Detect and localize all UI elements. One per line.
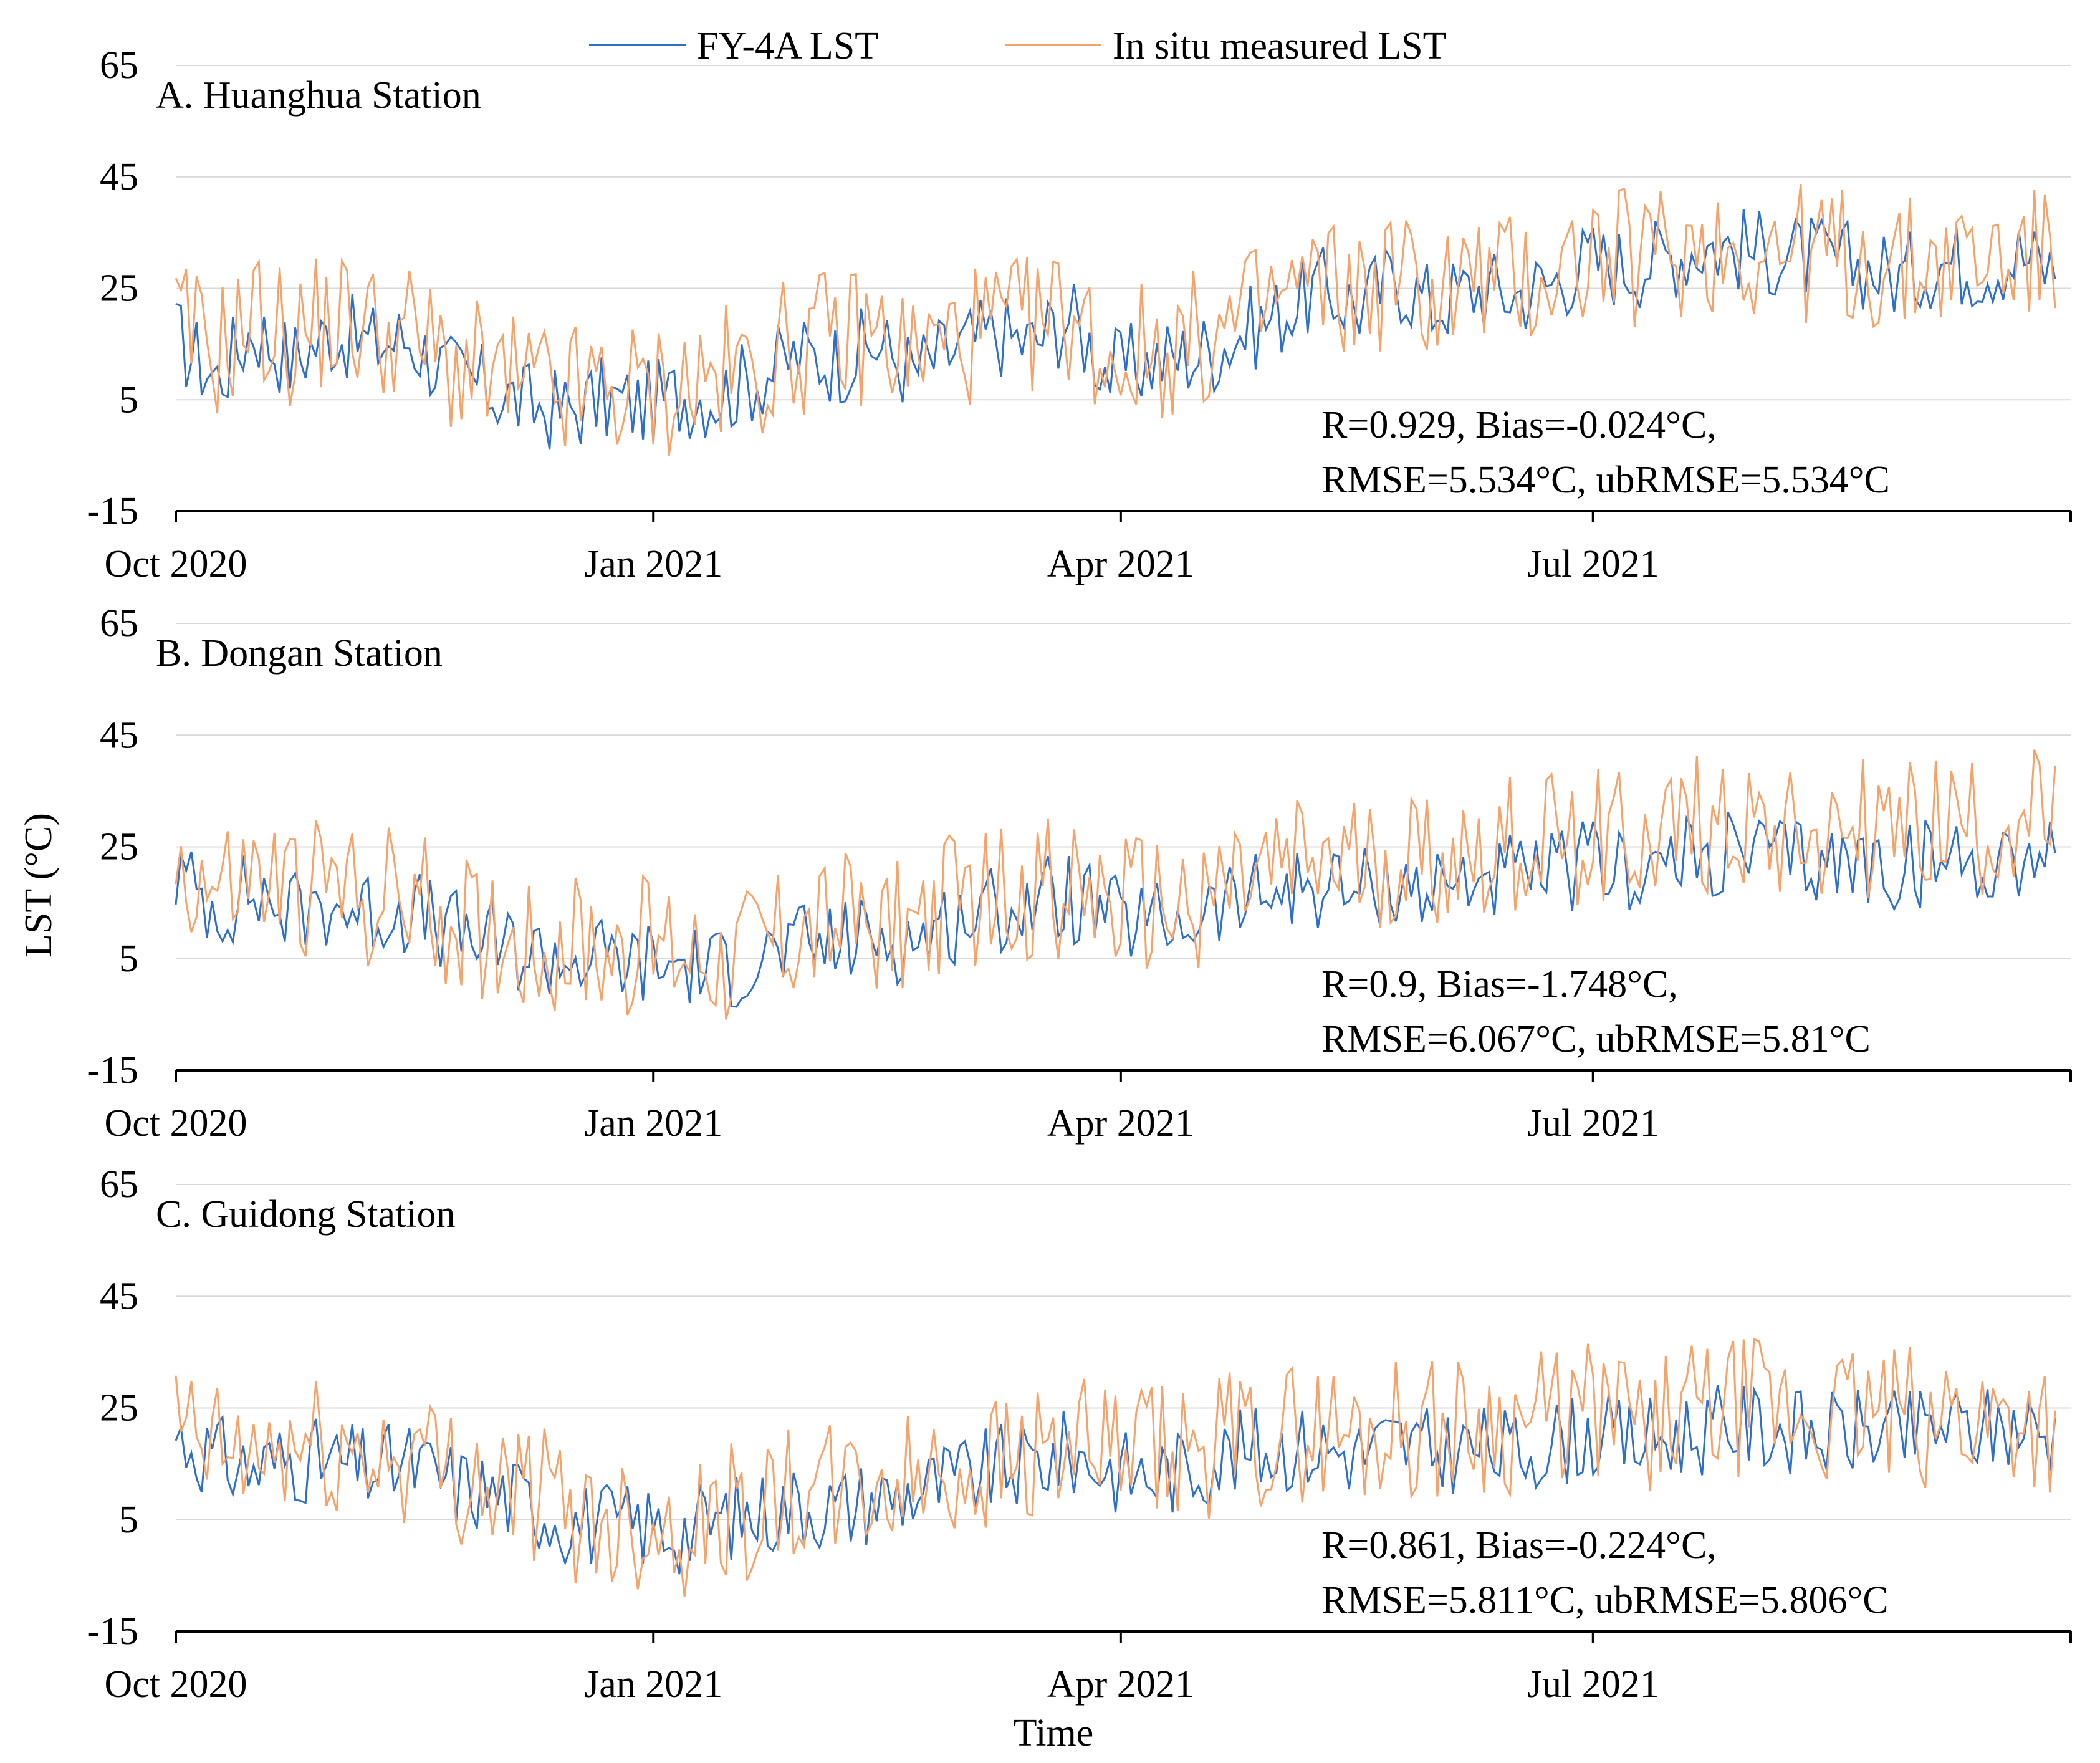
panel-b-xtick-label: Oct 2020 [104, 1102, 247, 1145]
panel-c-xtick-label: Jan 2021 [584, 1663, 722, 1706]
panel-b-xtick-label: Jan 2021 [584, 1102, 722, 1145]
panel-b-title: B. Dongan Station [156, 632, 443, 675]
panel-c-ytick-label: 45 [100, 1275, 138, 1317]
panel-b-ytick-label: 45 [100, 714, 138, 756]
panel-b-fy4a-series [175, 812, 2056, 1008]
panel-b: 65 45 25 5 -15 Oct 2020 Jan 2021 Apr 2021 Jul 2… [87, 602, 2072, 1145]
panel-a-stats-line2: RMSE=5.534°C, ubRMSE=5.534°C [1321, 459, 1890, 501]
panel-a-ytick-label: 45 [100, 156, 138, 198]
panel-b-insitu-series [175, 749, 2056, 1020]
panel-c-ytick-label: 5 [119, 1499, 138, 1541]
panel-b-xtick-marks [175, 1070, 2072, 1082]
panel-a: 65 45 25 5 -15 Oct 2020 Jan 2021 Apr 2021 Jul 2… [87, 44, 2072, 585]
legend: FY-4A LST In situ measured LST [589, 25, 1447, 67]
panel-a-ytick-labels: 65 45 25 5 -15 [87, 44, 138, 532]
panel-a-xtick-label: Apr 2021 [1047, 543, 1194, 585]
panel-b-ytick-label: -15 [87, 1049, 138, 1092]
legend-fy4a-label: FY-4A LST [697, 25, 878, 67]
panel-b-grid [176, 623, 2071, 959]
panel-c-ytick-label: 25 [100, 1387, 138, 1429]
panel-c: 65 45 25 5 -15 Oct 2020 Jan 2021 Apr 2021 Jul 2… [87, 1163, 2072, 1706]
panel-a-xtick-marks [175, 511, 2072, 522]
panel-a-grid [176, 65, 2071, 401]
panel-b-stats-line1: R=0.9, Bias=-1.748°C, [1321, 963, 1678, 1006]
panel-a-ytick-label: 25 [100, 267, 138, 310]
panel-a-xtick-label: Jan 2021 [584, 543, 722, 585]
panel-a-insitu-series [175, 183, 2056, 456]
panel-c-xtick-label: Jul 2021 [1527, 1663, 1659, 1706]
panel-a-title: A. Huanghua Station [156, 74, 481, 117]
panel-b-xtick-label: Apr 2021 [1047, 1102, 1194, 1145]
panel-a-xtick-labels: Oct 2020 Jan 2021 Apr 2021 Jul 2021 [104, 543, 1659, 585]
panel-a-ytick-label: 65 [100, 44, 138, 87]
y-axis-title: LST (°C) [17, 813, 60, 958]
panel-b-stats-line2: RMSE=6.067°C, ubRMSE=5.81°C [1321, 1018, 1871, 1060]
panel-c-xtick-label: Oct 2020 [104, 1663, 247, 1706]
panel-c-stats-line1: R=0.861, Bias=-0.224°C, [1321, 1524, 1717, 1567]
panel-b-xtick-label: Jul 2021 [1527, 1102, 1659, 1145]
panel-a-ytick-label: 5 [119, 378, 138, 421]
panel-c-ytick-label: -15 [87, 1610, 138, 1653]
x-axis-title: Time [1014, 1712, 1094, 1754]
panel-b-xtick-labels: Oct 2020 Jan 2021 Apr 2021 Jul 2021 [104, 1102, 1659, 1145]
panel-c-stats-line2: RMSE=5.811°C, ubRMSE=5.806°C [1321, 1579, 1889, 1621]
panel-c-xtick-labels: Oct 2020 Jan 2021 Apr 2021 Jul 2021 [104, 1663, 1659, 1706]
panel-a-xtick-label: Oct 2020 [104, 543, 247, 585]
panel-a-fy4a-series [175, 209, 2056, 450]
panel-b-ytick-label: 65 [100, 602, 138, 645]
panel-c-xtick-label: Apr 2021 [1047, 1663, 1194, 1706]
panel-a-ytick-label: -15 [87, 490, 138, 532]
panel-c-xtick-marks [175, 1631, 2072, 1643]
panel-c-title: C. Guidong Station [156, 1193, 456, 1236]
panel-b-ytick-label: 5 [119, 938, 138, 980]
panel-c-ytick-label: 65 [100, 1163, 138, 1206]
legend-insitu-label: In situ measured LST [1113, 25, 1447, 67]
panel-c-ytick-labels: 65 45 25 5 -15 [87, 1163, 138, 1653]
panel-b-ytick-label: 25 [100, 826, 138, 868]
panel-a-stats-line1: R=0.929, Bias=-0.024°C, [1321, 404, 1717, 446]
panel-a-xtick-label: Jul 2021 [1527, 543, 1659, 585]
panel-b-ytick-labels: 65 45 25 5 -15 [87, 602, 138, 1092]
panel-c-insitu-series [175, 1337, 2056, 1597]
